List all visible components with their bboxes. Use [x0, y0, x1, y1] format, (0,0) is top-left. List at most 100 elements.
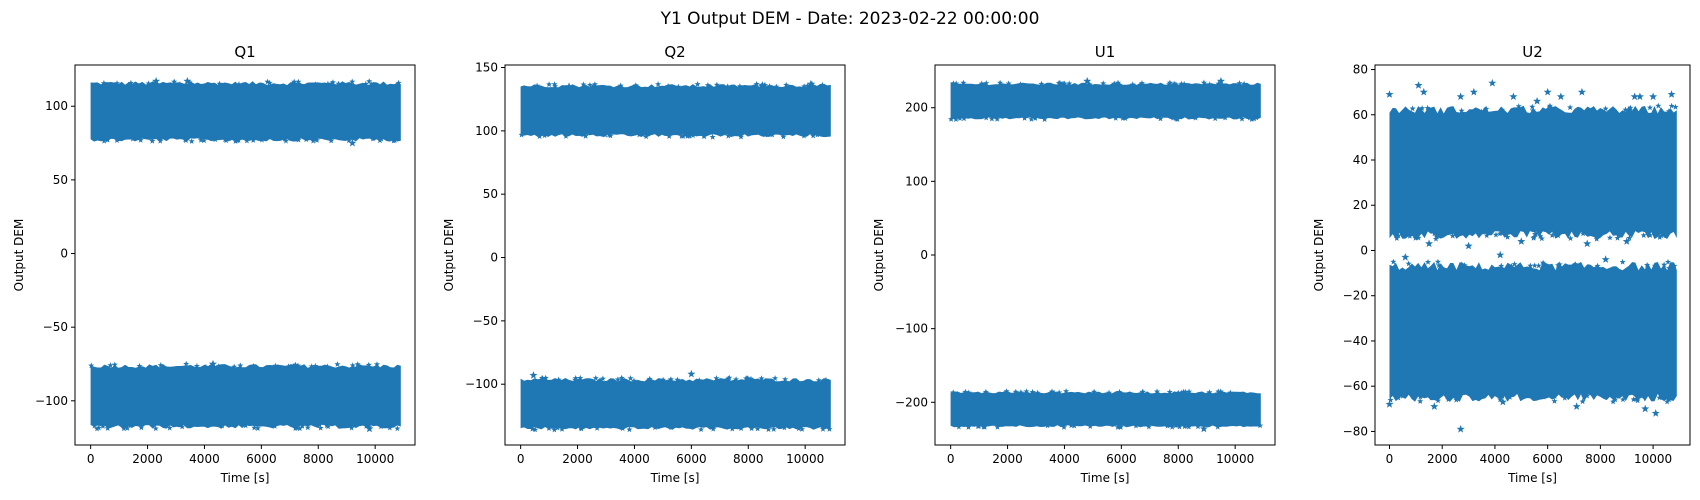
- data-point: [395, 79, 402, 86]
- data-point: [994, 116, 1001, 122]
- subplot-title: Q1: [234, 43, 255, 61]
- outlier-point: [687, 369, 696, 378]
- data-point: [619, 425, 626, 432]
- outlier-point: [1630, 92, 1639, 101]
- data-point: [795, 425, 802, 432]
- data-point: [1068, 422, 1075, 429]
- data-point: [188, 138, 195, 144]
- outlier-point: [1556, 92, 1565, 101]
- data-point: [291, 78, 298, 85]
- data-point: [1581, 393, 1588, 400]
- data-point: [1186, 388, 1193, 395]
- data-point: [200, 137, 207, 144]
- data-point: [1038, 80, 1045, 87]
- data-point: [799, 426, 806, 432]
- data-point: [534, 82, 541, 89]
- data-point: [770, 426, 777, 432]
- outlier-point: [565, 82, 573, 90]
- data-point: [329, 79, 336, 85]
- data-point: [335, 80, 342, 87]
- data-point: [152, 425, 159, 432]
- data-point: [950, 80, 957, 86]
- data-point: [1666, 265, 1673, 271]
- data-point: [349, 78, 356, 85]
- data-point: [312, 362, 319, 369]
- data-point: [1498, 230, 1505, 236]
- data-point: [1227, 389, 1234, 396]
- data-point: [1458, 261, 1465, 268]
- data-point: [766, 83, 773, 89]
- data-point: [1395, 394, 1402, 401]
- y-tick-label: 50: [483, 187, 498, 201]
- outlier-point: [348, 138, 357, 147]
- data-point: [636, 131, 643, 138]
- data-point: [1112, 115, 1119, 121]
- data-point: [713, 375, 720, 381]
- data-point: [1395, 232, 1402, 239]
- y-tick-label: 80: [1353, 63, 1368, 77]
- outlier-point: [209, 359, 217, 368]
- data-point: [1116, 388, 1123, 395]
- data-point: [235, 137, 242, 143]
- data-point: [1028, 116, 1035, 122]
- data-point: [1425, 258, 1432, 265]
- outlier-point: [529, 371, 538, 379]
- outlier-point: [1577, 87, 1586, 96]
- data-point: [582, 132, 589, 139]
- data-point: [1119, 115, 1126, 121]
- data-point: [223, 137, 230, 144]
- data-point: [1534, 229, 1541, 236]
- outlier-point: [1543, 87, 1552, 96]
- data-point: [738, 133, 744, 140]
- data-point: [1181, 80, 1188, 87]
- data-point: [1215, 388, 1222, 395]
- data-point: [953, 116, 960, 122]
- data-point: [222, 136, 229, 143]
- data-point: [586, 81, 593, 88]
- data-point: [182, 137, 189, 144]
- data-point: [758, 375, 765, 382]
- data-point: [1499, 393, 1506, 399]
- data-point: [627, 375, 634, 381]
- data-point: [1612, 396, 1619, 403]
- data-point: [1499, 106, 1506, 113]
- x-tick-label: 8000: [733, 452, 764, 466]
- data-point: [1640, 107, 1647, 114]
- data-point: [780, 133, 787, 140]
- data-point: [1405, 260, 1412, 267]
- data-point: [136, 362, 143, 369]
- data-point: [369, 135, 376, 142]
- data-band-upper: [90, 81, 401, 142]
- outlier-point: [1583, 239, 1592, 248]
- y-tick-label: 200: [905, 101, 928, 115]
- data-point: [390, 137, 397, 144]
- subplots-container: 0 2000 4000 6000 8000 10000100500−50−100Q1Tim…: [12, 43, 1691, 485]
- data-point: [1164, 422, 1171, 429]
- data-point: [303, 136, 310, 143]
- x-tick-label: 6000: [1106, 452, 1137, 466]
- data-point: [632, 83, 639, 89]
- data-point: [1647, 232, 1654, 238]
- data-point: [1540, 259, 1547, 266]
- data-point: [1236, 80, 1243, 86]
- x-tick-label: 0: [87, 452, 95, 466]
- data-point: [551, 426, 558, 433]
- data-point: [275, 363, 282, 370]
- data-point: [1172, 115, 1179, 122]
- data-point: [713, 81, 720, 88]
- x-tick-label: 8000: [1585, 452, 1616, 466]
- data-point: [1029, 388, 1036, 395]
- y-tick-label: −40: [1343, 334, 1368, 348]
- data-point: [1461, 262, 1468, 268]
- x-tick-label: 4000: [619, 452, 650, 466]
- x-tick-label: 0: [1386, 452, 1394, 466]
- data-point: [1399, 392, 1406, 399]
- data-point: [997, 79, 1004, 86]
- outlier-point: [1651, 409, 1660, 417]
- data-point: [243, 137, 250, 144]
- data-point: [618, 374, 625, 381]
- data-point: [1610, 398, 1617, 405]
- data-point: [157, 362, 164, 368]
- data-point: [1496, 230, 1503, 237]
- data-point: [800, 132, 807, 139]
